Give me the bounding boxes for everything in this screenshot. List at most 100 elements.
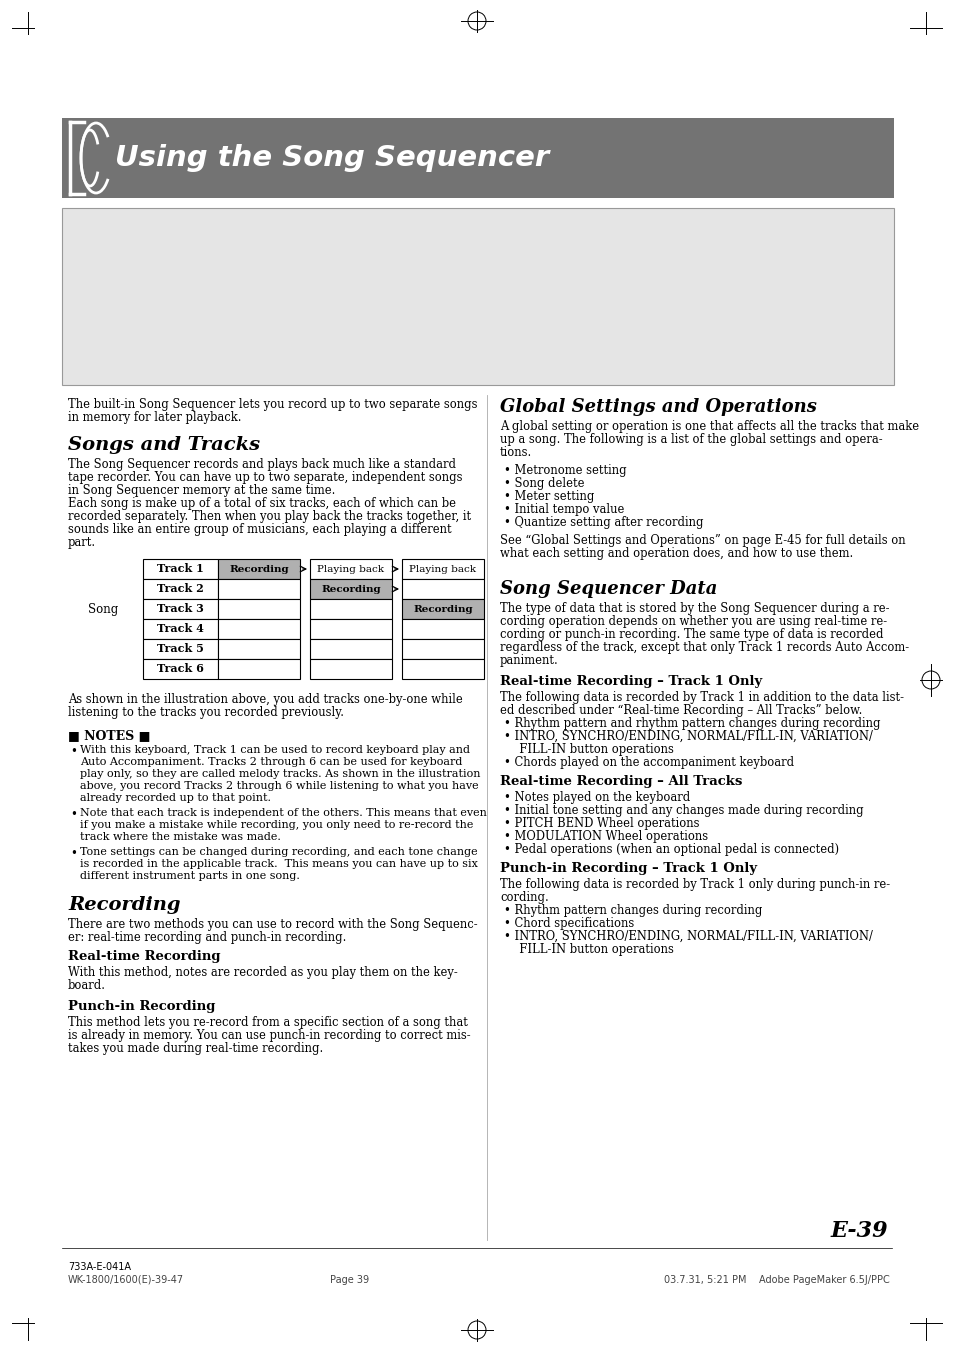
Bar: [143, 619, 218, 639]
Text: up a song. The following is a list of the global settings and opera-: up a song. The following is a list of th…: [499, 434, 882, 446]
Text: As shown in the illustration above, you add tracks one-by-one while: As shown in the illustration above, you …: [68, 693, 462, 707]
Bar: [401, 559, 483, 580]
Bar: [62, 118, 893, 199]
Text: cording or punch-in recording. The same type of data is recorded: cording or punch-in recording. The same …: [499, 628, 882, 640]
Bar: [62, 208, 893, 385]
Text: The type of data that is stored by the Song Sequencer during a re-: The type of data that is stored by the S…: [499, 603, 888, 615]
Text: FILL-IN button operations: FILL-IN button operations: [512, 943, 673, 957]
Text: cording operation depends on whether you are using real-time re-: cording operation depends on whether you…: [499, 615, 886, 628]
Bar: [401, 580, 483, 598]
Text: ■ NOTES ■: ■ NOTES ■: [68, 730, 151, 742]
Text: tions.: tions.: [499, 446, 532, 459]
Text: •: •: [70, 847, 77, 861]
Text: 03.7.31, 5:21 PM    Adobe PageMaker 6.5J/PPC: 03.7.31, 5:21 PM Adobe PageMaker 6.5J/PP…: [663, 1275, 889, 1285]
Bar: [401, 639, 483, 659]
Text: • Song delete: • Song delete: [503, 477, 584, 490]
Bar: [401, 619, 483, 639]
Text: • Quantize setting after recording: • Quantize setting after recording: [503, 516, 702, 530]
Text: • Rhythm pattern changes during recording: • Rhythm pattern changes during recordin…: [503, 904, 761, 917]
Bar: [143, 580, 218, 598]
Text: • MODULATION Wheel operations: • MODULATION Wheel operations: [503, 830, 707, 843]
Text: listening to the tracks you recorded previously.: listening to the tracks you recorded pre…: [68, 707, 344, 719]
Text: is already in memory. You can use punch-in recording to correct mis-: is already in memory. You can use punch-…: [68, 1029, 470, 1042]
Bar: [218, 639, 299, 659]
Text: Page 39: Page 39: [330, 1275, 369, 1285]
Text: in memory for later playback.: in memory for later playback.: [68, 411, 241, 424]
Text: is recorded in the applicable track.  This means you can have up to six: is recorded in the applicable track. Thi…: [80, 859, 477, 869]
Text: already recorded up to that point.: already recorded up to that point.: [80, 793, 271, 802]
Text: Song: Song: [88, 603, 118, 616]
Text: The following data is recorded by Track 1 only during punch-in re-: The following data is recorded by Track …: [499, 878, 889, 892]
Bar: [310, 580, 392, 598]
Text: Real-time Recording – Track 1 Only: Real-time Recording – Track 1 Only: [499, 676, 761, 688]
Text: See “Global Settings and Operations” on page E-45 for full details on: See “Global Settings and Operations” on …: [499, 534, 904, 547]
Text: With this method, notes are recorded as you play them on the key-: With this method, notes are recorded as …: [68, 966, 457, 979]
Text: • PITCH BEND Wheel operations: • PITCH BEND Wheel operations: [503, 817, 699, 830]
Text: play only, so they are called melody tracks. As shown in the illustration: play only, so they are called melody tra…: [80, 769, 480, 780]
Text: Track 5: Track 5: [157, 643, 204, 654]
Text: different instrument parts in one song.: different instrument parts in one song.: [80, 871, 299, 881]
Text: With this keyboard, Track 1 can be used to record keyboard play and: With this keyboard, Track 1 can be used …: [80, 744, 470, 755]
Bar: [143, 659, 218, 680]
Text: Recording: Recording: [229, 565, 289, 574]
Text: regardless of the track, except that only Track 1 records Auto Accom-: regardless of the track, except that onl…: [499, 640, 908, 654]
Text: tape recorder. You can have up to two separate, independent songs: tape recorder. You can have up to two se…: [68, 471, 462, 484]
Bar: [143, 639, 218, 659]
Text: E-39: E-39: [829, 1220, 887, 1242]
Text: The following data is recorded by Track 1 in addition to the data list-: The following data is recorded by Track …: [499, 690, 903, 704]
Text: Punch-in Recording: Punch-in Recording: [68, 1000, 215, 1013]
Bar: [218, 619, 299, 639]
Text: Song Sequencer Data: Song Sequencer Data: [499, 580, 717, 598]
Text: Note that each track is independent of the others. This means that even: Note that each track is independent of t…: [80, 808, 486, 817]
Bar: [218, 659, 299, 680]
Bar: [143, 559, 218, 580]
Text: Using the Song Sequencer: Using the Song Sequencer: [115, 145, 549, 172]
Text: sounds like an entire group of musicians, each playing a different: sounds like an entire group of musicians…: [68, 523, 451, 536]
Bar: [310, 559, 392, 580]
Text: if you make a mistake while recording, you only need to re-record the: if you make a mistake while recording, y…: [80, 820, 473, 830]
Text: part.: part.: [68, 536, 96, 549]
Bar: [143, 598, 218, 619]
Text: • Initial tone setting and any changes made during recording: • Initial tone setting and any changes m…: [503, 804, 862, 817]
Text: • Pedal operations (when an optional pedal is connected): • Pedal operations (when an optional ped…: [503, 843, 839, 857]
Text: • Metronome setting: • Metronome setting: [503, 463, 626, 477]
Text: Track 2: Track 2: [157, 584, 204, 594]
Text: Track 1: Track 1: [157, 563, 204, 574]
Text: Playing back: Playing back: [409, 565, 476, 574]
Text: Auto Accompaniment. Tracks 2 through 6 can be used for keyboard: Auto Accompaniment. Tracks 2 through 6 c…: [80, 757, 462, 767]
Text: • Notes played on the keyboard: • Notes played on the keyboard: [503, 790, 690, 804]
Text: A global setting or operation is one that affects all the tracks that make: A global setting or operation is one tha…: [499, 420, 918, 434]
Text: Recording: Recording: [321, 585, 380, 593]
Bar: [218, 559, 299, 580]
Text: track where the mistake was made.: track where the mistake was made.: [80, 832, 280, 842]
Bar: [218, 598, 299, 619]
Text: There are two methods you can use to record with the Song Sequenc-: There are two methods you can use to rec…: [68, 917, 477, 931]
Text: Songs and Tracks: Songs and Tracks: [68, 436, 260, 454]
Text: Track 6: Track 6: [157, 663, 204, 674]
Text: Real-time Recording: Real-time Recording: [68, 950, 220, 963]
Text: • Chord specifications: • Chord specifications: [503, 917, 634, 929]
Bar: [401, 598, 483, 619]
Text: takes you made during real-time recording.: takes you made during real-time recordin…: [68, 1042, 323, 1055]
Text: recorded separately. Then when you play back the tracks together, it: recorded separately. Then when you play …: [68, 509, 471, 523]
Text: Real-time Recording – All Tracks: Real-time Recording – All Tracks: [499, 775, 741, 788]
Text: WK-1800/1600(E)-39-47: WK-1800/1600(E)-39-47: [68, 1275, 184, 1285]
Text: • Chords played on the accompaniment keyboard: • Chords played on the accompaniment key…: [503, 757, 793, 769]
Text: board.: board.: [68, 979, 106, 992]
Text: •: •: [70, 808, 77, 821]
Bar: [310, 659, 392, 680]
Text: The Song Sequencer records and plays back much like a standard: The Song Sequencer records and plays bac…: [68, 458, 456, 471]
Text: er: real-time recording and punch-in recording.: er: real-time recording and punch-in rec…: [68, 931, 346, 944]
Text: Each song is make up of a total of six tracks, each of which can be: Each song is make up of a total of six t…: [68, 497, 456, 509]
Text: in Song Sequencer memory at the same time.: in Song Sequencer memory at the same tim…: [68, 484, 335, 497]
Text: • Initial tempo value: • Initial tempo value: [503, 503, 623, 516]
Text: Track 3: Track 3: [157, 604, 204, 615]
Text: • Rhythm pattern and rhythm pattern changes during recording: • Rhythm pattern and rhythm pattern chan…: [503, 717, 880, 730]
Text: Recording: Recording: [413, 604, 473, 613]
Text: Playing back: Playing back: [317, 565, 384, 574]
Bar: [310, 639, 392, 659]
Bar: [401, 659, 483, 680]
Text: above, you record Tracks 2 through 6 while listening to what you have: above, you record Tracks 2 through 6 whi…: [80, 781, 478, 790]
Text: Tone settings can be changed during recording, and each tone change: Tone settings can be changed during reco…: [80, 847, 477, 857]
Text: This method lets you re-record from a specific section of a song that: This method lets you re-record from a sp…: [68, 1016, 467, 1029]
